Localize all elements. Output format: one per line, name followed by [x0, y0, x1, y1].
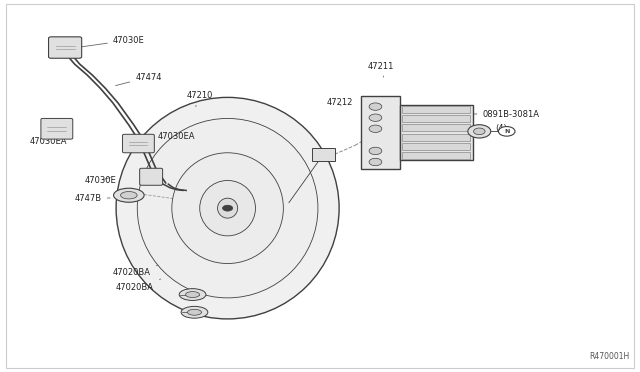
Bar — [402, 115, 470, 122]
Circle shape — [223, 205, 233, 211]
Circle shape — [474, 128, 485, 135]
Text: (4): (4) — [495, 124, 507, 133]
Ellipse shape — [137, 118, 318, 298]
Text: 47030E: 47030E — [84, 176, 116, 185]
Text: 47030EA: 47030EA — [30, 131, 68, 146]
Circle shape — [369, 114, 382, 121]
Circle shape — [369, 125, 382, 132]
Ellipse shape — [172, 153, 284, 263]
Ellipse shape — [200, 180, 255, 236]
Ellipse shape — [116, 97, 339, 319]
Circle shape — [468, 125, 491, 138]
Text: 47210: 47210 — [186, 91, 212, 107]
Text: 47474: 47474 — [116, 73, 162, 86]
Bar — [402, 152, 470, 159]
Bar — [312, 148, 335, 161]
Ellipse shape — [186, 292, 200, 298]
Text: N: N — [504, 129, 509, 134]
Bar — [402, 134, 470, 141]
Ellipse shape — [218, 198, 237, 218]
Text: 47020BA: 47020BA — [116, 279, 161, 292]
Text: R470001H: R470001H — [589, 352, 629, 361]
Text: 47211: 47211 — [368, 61, 394, 77]
Bar — [399, 105, 473, 160]
Circle shape — [369, 103, 382, 110]
Bar — [402, 124, 470, 131]
Circle shape — [369, 158, 382, 166]
Circle shape — [369, 147, 382, 155]
Ellipse shape — [120, 192, 137, 199]
FancyBboxPatch shape — [140, 168, 163, 185]
Bar — [362, 96, 399, 169]
Circle shape — [499, 126, 515, 136]
Text: 47030EA: 47030EA — [141, 132, 195, 143]
FancyBboxPatch shape — [49, 37, 82, 58]
Text: 47020BA: 47020BA — [113, 265, 157, 277]
Ellipse shape — [113, 188, 144, 202]
Ellipse shape — [181, 307, 208, 318]
Ellipse shape — [179, 289, 206, 301]
Text: 4747B: 4747B — [75, 195, 110, 203]
Text: 47030E: 47030E — [79, 36, 145, 47]
FancyBboxPatch shape — [122, 134, 154, 153]
Bar — [402, 143, 470, 150]
Text: 47212: 47212 — [326, 99, 353, 108]
Ellipse shape — [188, 310, 202, 315]
FancyBboxPatch shape — [41, 118, 73, 139]
Text: 0891B-3081A: 0891B-3081A — [472, 109, 540, 119]
Bar — [402, 106, 470, 113]
